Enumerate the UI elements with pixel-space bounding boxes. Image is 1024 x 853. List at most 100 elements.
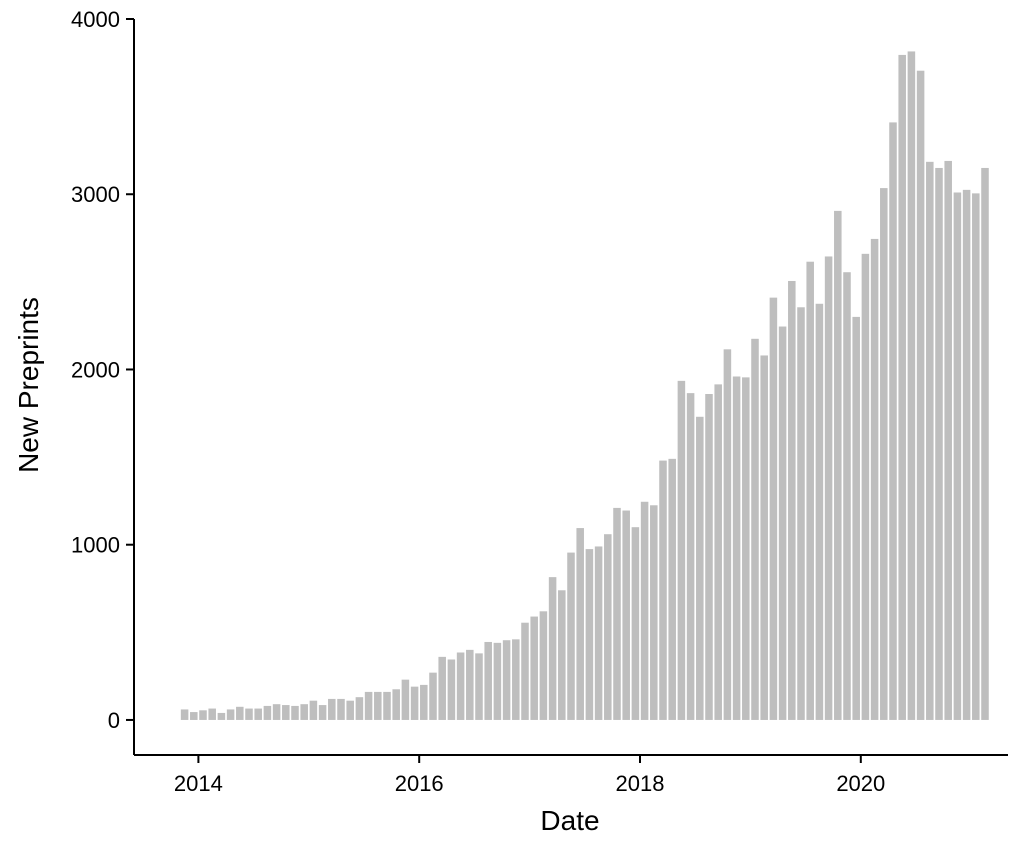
bar-2017-07 [585, 549, 594, 720]
bar-2017-01 [530, 616, 538, 720]
bar-2014-06 [245, 708, 253, 720]
y-tick-label: 3000 [71, 182, 120, 207]
bar-2018-02 [650, 505, 658, 720]
bar-2017-11 [622, 510, 630, 720]
bar-2018-09 [714, 384, 722, 720]
bar-2020-03 [880, 188, 888, 720]
x-axis-title: Date [540, 805, 599, 836]
bar-2018-10 [723, 349, 732, 720]
bar-2016-05 [456, 652, 465, 720]
bar-2017-04 [558, 590, 566, 720]
bar-2018-07 [696, 416, 704, 720]
bar-2017-02 [539, 611, 548, 720]
bar-2019-09 [824, 256, 833, 720]
bar-2016-11 [512, 639, 520, 720]
bar-2014-02 [208, 708, 216, 720]
bar-2017-05 [567, 552, 575, 720]
y-axis-title: New Preprints [13, 297, 44, 473]
bar-2014-10 [282, 705, 290, 720]
bar-2018-01 [640, 501, 649, 720]
bar-2019-11 [843, 272, 851, 720]
y-tick-label: 4000 [71, 7, 120, 32]
bar-2013-12 [190, 712, 198, 720]
x-tick-label: 2020 [836, 771, 885, 796]
bar-2019-02 [760, 355, 768, 720]
bar-2016-08 [484, 641, 492, 720]
bar-2015-10 [392, 689, 400, 720]
bar-2016-01 [420, 684, 428, 720]
bar-2014-09 [272, 704, 281, 720]
bar-2017-03 [548, 577, 557, 720]
bar-2016-07 [475, 653, 483, 720]
bar-2017-12 [631, 527, 640, 720]
bar-2016-12 [521, 622, 529, 720]
y-axis: 0 1000 2000 3000 4000 [71, 7, 135, 755]
bar-2020-12 [962, 189, 971, 720]
bar-2015-08 [374, 691, 382, 720]
bar-2015-02 [318, 705, 327, 720]
bar-2014-08 [263, 705, 272, 720]
bar-2018-11 [732, 376, 741, 720]
bar-2014-03 [217, 712, 226, 720]
x-axis: 2014 2016 2018 2020 [134, 754, 1008, 796]
bar-2016-04 [447, 659, 456, 720]
bar-2016-06 [466, 649, 474, 720]
bar-2017-08 [594, 546, 603, 720]
bar-2016-02 [429, 672, 437, 720]
bar-2017-09 [604, 534, 612, 720]
bar-2015-11 [401, 679, 410, 720]
bar-2015-09 [383, 691, 391, 720]
bar-2018-05 [677, 380, 686, 720]
bar-2020-05 [898, 54, 906, 720]
bar-2014-07 [254, 708, 262, 720]
bar-2019-04 [778, 326, 787, 720]
bar-2019-05 [788, 280, 796, 720]
bar-2019-10 [834, 210, 842, 720]
bar-2020-01 [861, 253, 870, 720]
bar-2020-09 [935, 167, 943, 720]
bar-2020-10 [944, 160, 952, 720]
bar-2018-04 [668, 458, 676, 720]
bar-2016-03 [438, 656, 446, 720]
bar-2020-11 [953, 192, 962, 720]
bar-2018-06 [686, 393, 695, 720]
bar-2016-10 [502, 640, 511, 720]
bar-2015-12 [410, 686, 419, 720]
bar-2015-05 [346, 700, 354, 720]
bar-2015-03 [328, 698, 336, 720]
bar-2021-02 [981, 167, 989, 720]
x-tick-label: 2016 [395, 771, 444, 796]
bar-2017-10 [613, 507, 621, 720]
y-tick-label: 0 [108, 708, 120, 733]
bar-2020-02 [870, 238, 879, 720]
bar-2014-01 [199, 710, 207, 720]
bar-2018-03 [659, 460, 667, 720]
bar-2020-04 [889, 122, 897, 720]
bar-2014-05 [236, 706, 244, 720]
bar-2017-06 [576, 528, 584, 720]
bar-2019-03 [769, 297, 778, 720]
bar-2021-01 [972, 193, 980, 720]
bar-2014-12 [300, 704, 308, 720]
y-tick-label: 1000 [71, 533, 120, 558]
bar-2020-06 [907, 51, 916, 720]
bar-2015-07 [364, 691, 373, 720]
bars-group [180, 51, 989, 720]
bar-2013-11 [180, 709, 189, 720]
x-tick-label: 2018 [616, 771, 665, 796]
bar-2018-08 [705, 394, 713, 720]
bar-2020-07 [916, 70, 925, 720]
bar-2019-01 [751, 338, 759, 720]
bar-2015-06 [355, 697, 364, 720]
bar-2019-06 [797, 307, 805, 720]
bar-2020-08 [926, 161, 934, 720]
bar-2016-09 [493, 642, 502, 720]
y-tick-label: 2000 [71, 357, 120, 382]
bar-2015-01 [309, 700, 318, 720]
bar-2018-12 [742, 377, 750, 720]
x-tick-label: 2014 [174, 771, 223, 796]
bar-2014-11 [291, 705, 299, 720]
bar-2019-12 [852, 316, 860, 720]
bar-2014-04 [226, 709, 235, 720]
